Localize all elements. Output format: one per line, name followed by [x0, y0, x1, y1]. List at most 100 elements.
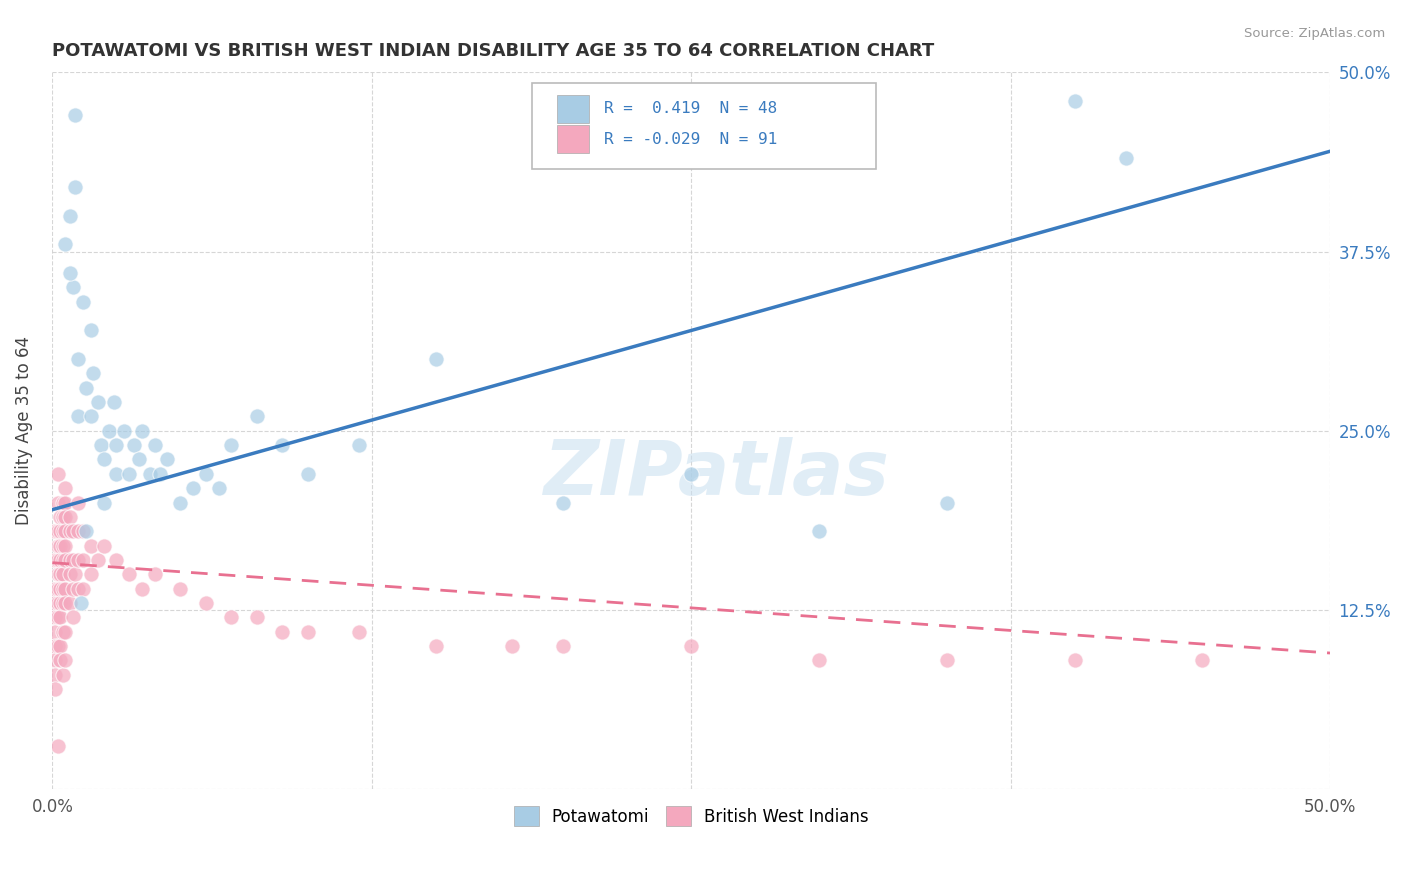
Point [553, 495, 575, 509]
Point [347, 624, 370, 639]
Point [62, 280, 84, 294]
Point [80, 409, 103, 424]
Point [44, 667, 66, 681]
Point [181, 481, 204, 495]
Point [69, 596, 91, 610]
Point [49, 639, 72, 653]
Point [221, 610, 243, 624]
Point [53, 524, 76, 538]
Point [80, 539, 103, 553]
Point [49, 596, 72, 610]
Point [131, 424, 153, 438]
Point [62, 610, 84, 624]
Point [75, 524, 97, 538]
Point [66, 553, 89, 567]
Point [93, 452, 115, 467]
Point [105, 553, 128, 567]
Point [66, 495, 89, 509]
Point [52, 596, 75, 610]
Point [105, 467, 128, 481]
Point [52, 495, 75, 509]
Point [149, 467, 172, 481]
Point [52, 553, 75, 567]
Point [46, 567, 69, 582]
Point [1063, 94, 1085, 108]
Point [46, 639, 69, 653]
Point [49, 509, 72, 524]
Point [52, 524, 75, 538]
Point [44, 624, 66, 639]
Point [46, 539, 69, 553]
Point [49, 524, 72, 538]
Point [53, 237, 76, 252]
FancyBboxPatch shape [557, 95, 589, 122]
Point [143, 438, 166, 452]
Point [52, 539, 75, 553]
Point [65, 567, 87, 582]
Y-axis label: Disability Age 35 to 64: Disability Age 35 to 64 [15, 336, 32, 525]
Point [87, 553, 110, 567]
Point [207, 481, 229, 495]
Point [49, 653, 72, 667]
Point [52, 509, 75, 524]
Point [246, 409, 269, 424]
Point [46, 495, 69, 509]
Point [425, 352, 447, 367]
Point [53, 596, 76, 610]
Text: R =  0.419  N = 48: R = 0.419 N = 48 [605, 102, 778, 117]
Point [347, 438, 370, 452]
Point [52, 624, 75, 639]
Text: R = -0.029  N = 91: R = -0.029 N = 91 [605, 132, 778, 146]
Point [49, 553, 72, 567]
Point [935, 495, 957, 509]
Point [59, 209, 82, 223]
Point [59, 567, 82, 582]
Point [46, 739, 69, 754]
Text: POTAWATOMI VS BRITISH WEST INDIAN DISABILITY AGE 35 TO 64 CORRELATION CHART: POTAWATOMI VS BRITISH WEST INDIAN DISABI… [52, 42, 935, 60]
Point [49, 582, 72, 596]
Point [128, 452, 150, 467]
Point [156, 452, 179, 467]
Point [501, 639, 523, 653]
Point [65, 108, 87, 122]
Point [66, 582, 89, 596]
Point [53, 495, 76, 509]
Point [52, 567, 75, 582]
Point [80, 323, 103, 337]
Point [72, 524, 94, 538]
Point [93, 539, 115, 553]
Point [46, 610, 69, 624]
Point [66, 352, 89, 367]
Point [53, 539, 76, 553]
Point [194, 596, 217, 610]
Point [72, 582, 94, 596]
Point [112, 424, 135, 438]
Point [62, 582, 84, 596]
Point [808, 524, 831, 538]
Legend: Potawatomi, British West Indians: Potawatomi, British West Indians [505, 797, 877, 835]
Point [59, 524, 82, 538]
Point [46, 524, 69, 538]
Point [122, 438, 145, 452]
Point [271, 624, 294, 639]
Point [49, 539, 72, 553]
Point [44, 681, 66, 696]
Point [53, 509, 76, 524]
Point [44, 553, 66, 567]
Point [46, 596, 69, 610]
Point [103, 395, 125, 409]
Point [44, 610, 66, 624]
Point [553, 639, 575, 653]
Point [53, 481, 76, 495]
Point [44, 653, 66, 667]
Point [44, 639, 66, 653]
Point [87, 395, 110, 409]
Point [105, 438, 128, 452]
Text: ZIPatlas: ZIPatlas [544, 437, 890, 511]
Point [118, 467, 141, 481]
Point [425, 639, 447, 653]
Point [46, 582, 69, 596]
Point [169, 495, 191, 509]
Point [935, 653, 957, 667]
Point [271, 438, 294, 452]
